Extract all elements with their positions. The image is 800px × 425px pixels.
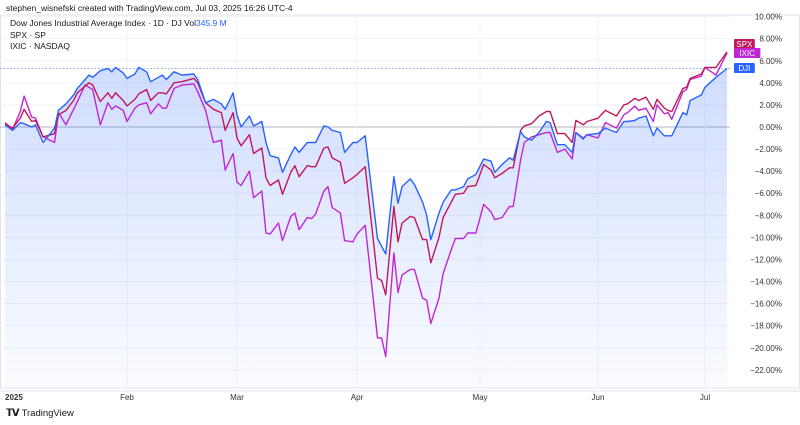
tag-label: DJI bbox=[738, 64, 750, 73]
time-axis[interactable]: 2025 Feb Mar Apr May Jun Jul bbox=[5, 393, 710, 402]
chart-attribution: stephen_wisnefski created with TradingVi… bbox=[6, 3, 293, 13]
y-tick-label: −18.00% bbox=[750, 322, 782, 331]
y-tick-label: −14.00% bbox=[750, 278, 782, 287]
y-tick-label: 6.00% bbox=[759, 57, 782, 66]
tradingview-logo[interactable]: 𝗧𝗩 TradingView bbox=[6, 408, 74, 419]
price-axis[interactable]: 10.00% 8.00% 6.00% 4.00% 2.00% 0.00% −2.00% −4.… bbox=[750, 13, 782, 375]
series-dji bbox=[4, 66, 728, 255]
tag-background bbox=[734, 39, 755, 49]
line-spx bbox=[4, 51, 728, 296]
line-ixic bbox=[4, 52, 728, 358]
tradingview-logo-icon: 𝗧𝗩 bbox=[6, 408, 20, 419]
x-tick-label: Feb bbox=[120, 393, 134, 402]
tag-label: IXIC bbox=[739, 49, 755, 58]
y-tick-label: −10.00% bbox=[750, 233, 782, 242]
y-tick-label: 0.00% bbox=[759, 123, 782, 132]
tradingview-brand-name: TradingView bbox=[21, 408, 74, 419]
legend: Dow Jones Industrial Average Index · 1D … bbox=[10, 18, 227, 53]
y-tick-label: −16.00% bbox=[750, 300, 782, 309]
x-tick-label: Apr bbox=[351, 393, 364, 402]
x-tick-label: Jun bbox=[592, 393, 605, 402]
last-value-tag-dji: DJI bbox=[734, 63, 755, 73]
y-tick-label: −6.00% bbox=[755, 189, 782, 198]
y-tick-label: 2.00% bbox=[759, 101, 782, 110]
y-tick-label: 8.00% bbox=[759, 35, 782, 44]
x-tick-label: Mar bbox=[230, 393, 244, 402]
y-tick-label: 4.00% bbox=[759, 79, 782, 88]
legend-dji[interactable]: Dow Jones Industrial Average Index · 1D … bbox=[10, 18, 227, 30]
series-spx bbox=[4, 51, 728, 296]
legend-volume: 345.9 M bbox=[196, 18, 227, 28]
last-value-tag-ixic: IXIC bbox=[734, 48, 761, 58]
y-tick-label: −12.00% bbox=[750, 255, 782, 264]
line-dji bbox=[4, 66, 728, 255]
x-tick-label: 2025 bbox=[5, 393, 23, 402]
legend-spx[interactable]: SPX · SP bbox=[10, 29, 46, 40]
tag-background bbox=[734, 63, 755, 73]
y-tick-label: −8.00% bbox=[755, 211, 782, 220]
y-tick-label: −20.00% bbox=[750, 344, 782, 353]
tag-label: SPX bbox=[736, 40, 753, 49]
series-lines bbox=[4, 51, 728, 358]
y-tick-label: −22.00% bbox=[750, 366, 782, 375]
last-value-tag-spx: SPX bbox=[734, 39, 755, 49]
y-tick-label: −4.00% bbox=[755, 167, 782, 176]
x-tick-label: Jul bbox=[700, 393, 710, 402]
tag-background bbox=[734, 48, 761, 58]
y-tick-label: −2.00% bbox=[755, 145, 782, 154]
legend-ixic[interactable]: IXIC · NASDAQ bbox=[10, 41, 70, 51]
x-tick-label: May bbox=[472, 393, 487, 402]
legend-dji-label: Dow Jones Industrial Average Index · 1D … bbox=[10, 18, 196, 28]
y-tick-label: 10.00% bbox=[755, 13, 782, 22]
